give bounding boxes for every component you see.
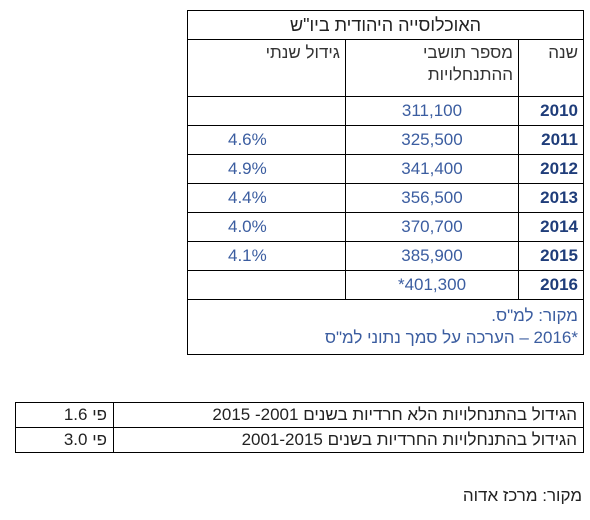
year-cell: 2015: [518, 241, 584, 271]
table-row: 2016 *401,300: [187, 270, 584, 300]
growth-cell: 4.4%: [187, 183, 346, 213]
source: מקור: מרכז אדוה: [462, 486, 582, 505]
growth-table: הגידול בהתנחלויות הלא חרדיות בשנים 2001-…: [15, 402, 584, 453]
population-table: האוכלוסייה היהודית ביו"ש שנה מספר תושבי …: [187, 10, 584, 355]
growth-cell: 4.6%: [187, 125, 346, 155]
residents-cell: 370,700: [345, 212, 519, 242]
table-row: 2010 311,100: [187, 96, 584, 126]
growth-cell: 4.0%: [187, 212, 346, 242]
table-body: הגידול בהתנחלויות הלא חרדיות בשנים 2001-…: [15, 402, 584, 453]
header-cell: מספר תושבי ההתנחלויות: [345, 39, 519, 97]
year-cell: 2012: [518, 154, 584, 184]
growth-cell: 4.9%: [187, 154, 346, 184]
factor-cell: פי 1.6: [15, 402, 114, 428]
factor-cell: פי 3.0: [15, 427, 114, 453]
residents-cell: 356,500: [345, 183, 519, 213]
header-cell: גידול שנתי: [187, 39, 346, 97]
header-cell: שנה: [518, 39, 584, 97]
residents-cell: *401,300: [345, 270, 519, 300]
table-row: 2013 356,500 4.4%: [187, 183, 584, 213]
table-row: הגידול בהתנחלויות הלא חרדיות בשנים 2001-…: [15, 402, 584, 428]
table-row: 2011 325,500 4.6%: [187, 125, 584, 155]
growth-cell: [187, 270, 346, 300]
year-cell: 2010: [518, 96, 584, 126]
table-body: 2010 311,100 2011 325,500 4.6% 2012 341,400 4.9…: [187, 96, 584, 300]
note: מקור: למ"ס.: [491, 306, 578, 325]
residents-cell: 311,100: [345, 96, 519, 126]
notes-cell: מקור: למ"ס. *2016 – הערכה על סמך נתוני ל…: [187, 299, 584, 355]
growth-cell: 4.1%: [187, 241, 346, 271]
table-row: 2014 370,700 4.0%: [187, 212, 584, 242]
growth-cell: [187, 96, 346, 126]
description-cell: הגידול בהתנחלויות החרדיות בשנים 2001-201…: [113, 427, 584, 453]
residents-cell: 325,500: [345, 125, 519, 155]
year-cell: 2014: [518, 212, 584, 242]
table-title: האוכלוסייה היהודית ביו"ש: [187, 10, 584, 40]
note: *2016 – הערכה על סמך נתוני למ"ס: [324, 328, 578, 347]
table-row: 2015 385,900 4.1%: [187, 241, 584, 271]
year-cell: 2016: [518, 270, 584, 300]
residents-cell: 385,900: [345, 241, 519, 271]
description-cell: הגידול בהתנחלויות הלא חרדיות בשנים 2001-…: [113, 402, 584, 428]
table-row: 2012 341,400 4.9%: [187, 154, 584, 184]
table-row: הגידול בהתנחלויות החרדיות בשנים 2001-201…: [15, 427, 584, 453]
year-cell: 2011: [518, 125, 584, 155]
year-cell: 2013: [518, 183, 584, 213]
residents-cell: 341,400: [345, 154, 519, 184]
